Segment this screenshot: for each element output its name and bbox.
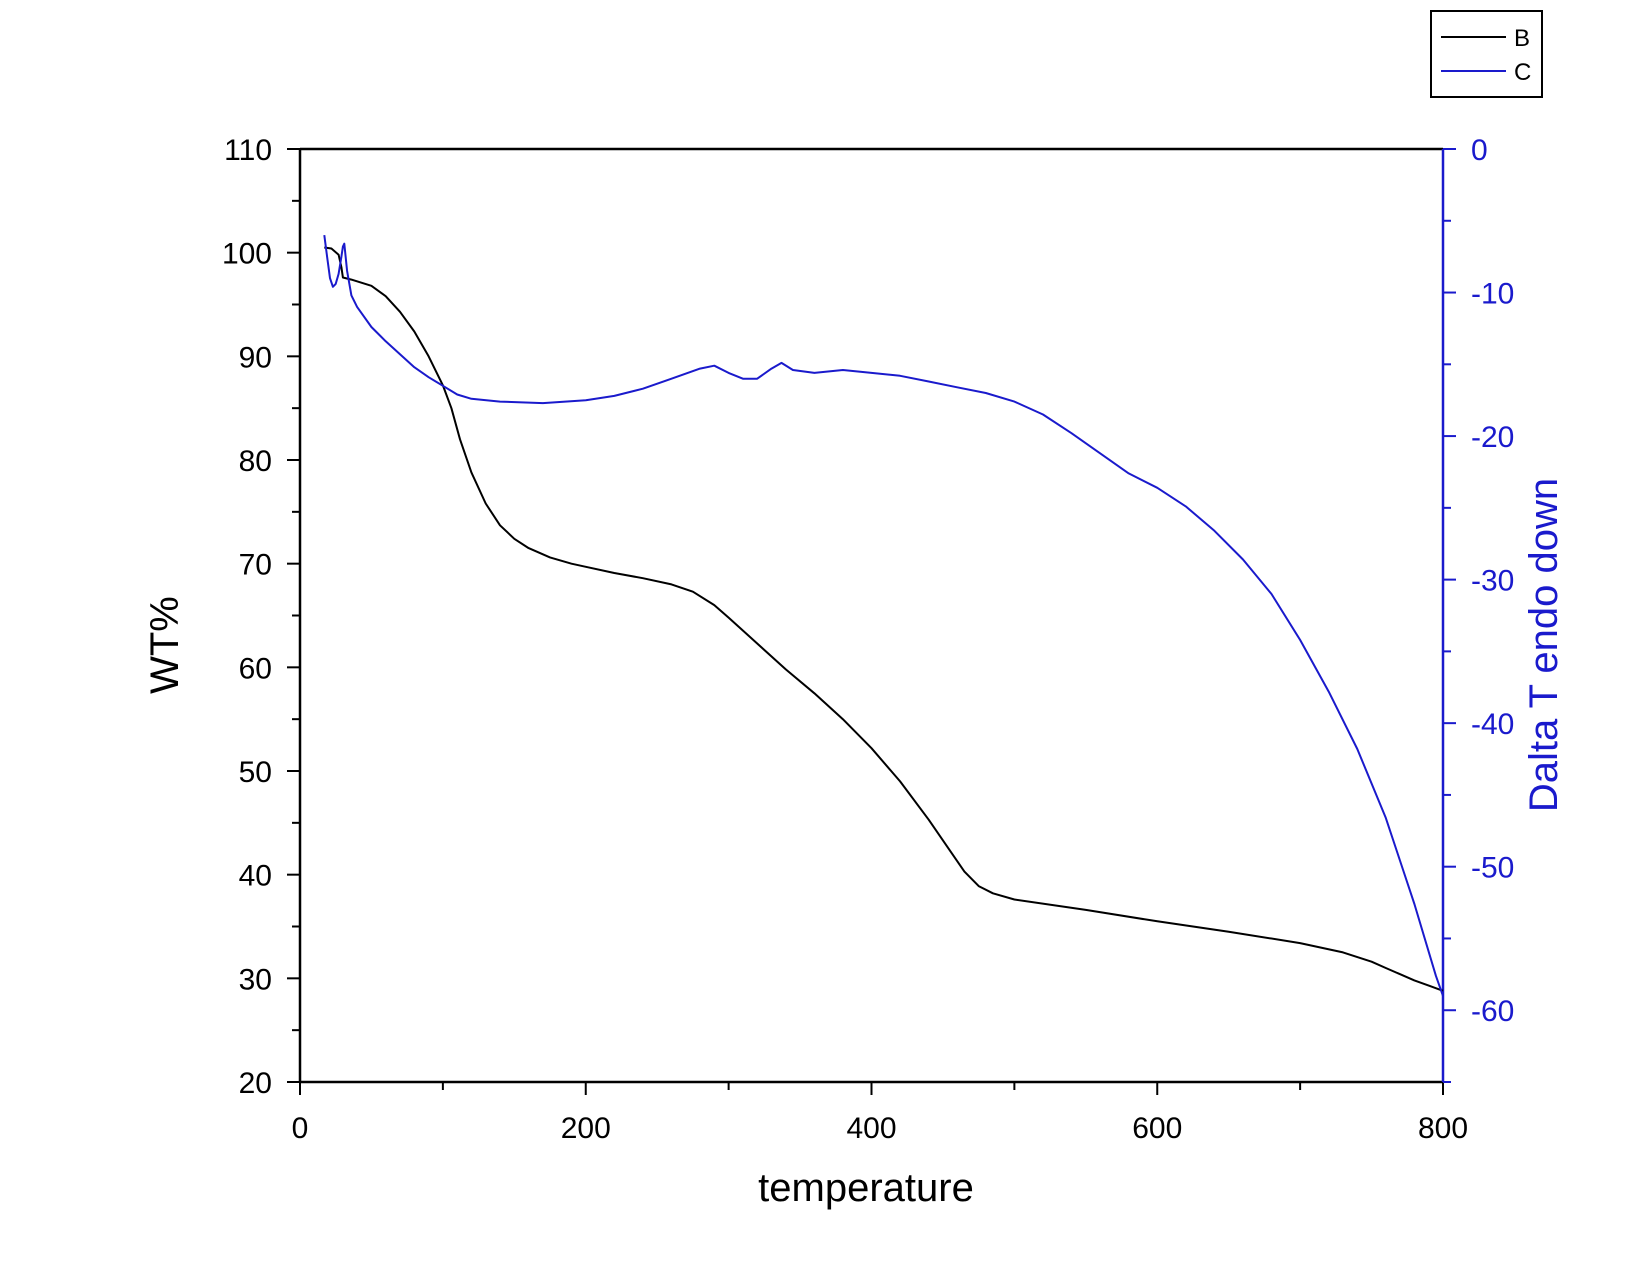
x-tick-label: 800 [1418,1112,1468,1145]
y-right-tick-label: -30 [1471,565,1514,598]
x-tick-label: 400 [846,1112,896,1145]
plot-area [298,147,1445,1084]
x-tick-label: 600 [1132,1112,1182,1145]
x-tick-label: 0 [292,1112,309,1145]
y-left-tick-label: 30 [239,963,272,996]
x-axis: 0 200 400 600 800 [292,1082,1468,1145]
y-axis-right: -60 -50 -40 -30 -20 -10 0 [1443,134,1514,1083]
y-right-tick-label: -10 [1471,278,1514,311]
y-right-tick-label: -60 [1471,995,1514,1028]
y-axis-left: 20 30 40 50 60 70 80 90 100 110 [222,134,300,1100]
y-right-tick-label: 0 [1471,134,1488,167]
x-axis-title: temperature [758,1166,974,1210]
series-line-b [324,246,1444,992]
legend-label-b: B [1514,25,1530,52]
y-left-tick-label: 40 [239,860,272,893]
y-axis-left-title: WT% [143,596,187,694]
y-left-tick-label: 20 [239,1067,272,1100]
y-right-tick-label: -20 [1471,421,1514,454]
x-tick-label: 200 [561,1112,611,1145]
y-axis-right-title: Dalta T endo down [1522,478,1566,812]
series-layer [323,234,1444,997]
legend-box [1430,10,1543,98]
y-left-tick-label: 70 [239,549,272,582]
y-left-tick-label: 50 [239,756,272,789]
y-left-tick-label: 90 [239,341,272,374]
legend-label-c: C [1514,59,1531,86]
series-line-c [323,234,1444,997]
legend: BC [1430,10,1543,98]
y-left-tick-label: 80 [239,445,272,478]
y-left-tick-label: 60 [239,652,272,685]
y-left-tick-label: 100 [222,238,272,271]
y-left-tick-label: 110 [224,134,272,167]
y-right-tick-label: -40 [1471,708,1514,741]
y-right-tick-label: -50 [1471,852,1514,885]
